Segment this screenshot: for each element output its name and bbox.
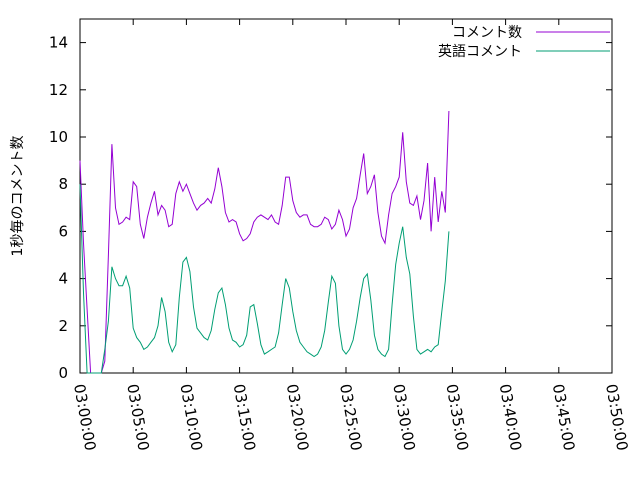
x-tick-label: 03:50:00 <box>602 383 631 452</box>
x-tick-label: 03:00:00 <box>70 383 99 452</box>
plot-frame <box>79 18 613 374</box>
x-tick-label: 03:20:00 <box>283 383 312 452</box>
x-tick-label: 03:15:00 <box>230 383 259 452</box>
y-tick-label: 2 <box>58 317 68 335</box>
x-tick-label: 03:45:00 <box>549 383 578 452</box>
y-tick-label: 0 <box>58 364 68 382</box>
y-axis-label: 1秒毎のコメント数 <box>10 136 26 257</box>
y-tick-label: 6 <box>58 222 68 240</box>
x-tick-label: 03:25:00 <box>336 383 365 452</box>
axis-ticks: 0 2 4 6 8 10 12 14 03:00:00 03:05:00 03:10:00 03:15… <box>49 19 631 452</box>
series-line-1 <box>79 110 450 374</box>
x-tick-label: 03:35:00 <box>442 383 471 452</box>
y-tick-label: 12 <box>49 81 68 99</box>
series-line-2 <box>79 184 450 374</box>
legend-label: 英語コメント <box>438 43 522 60</box>
series-lines <box>79 110 450 374</box>
y-tick-label: 8 <box>58 175 68 193</box>
y-tick-label: 4 <box>58 270 68 288</box>
x-tick-label: 03:30:00 <box>389 383 418 452</box>
x-tick-label: 03:05:00 <box>123 383 152 452</box>
y-tick-label: 10 <box>49 128 68 146</box>
y-tick-label: 14 <box>49 34 68 52</box>
x-tick-label: 03:40:00 <box>496 383 525 452</box>
x-tick-label: 03:10:00 <box>176 383 205 452</box>
legend-label: コメント数 <box>452 25 522 41</box>
